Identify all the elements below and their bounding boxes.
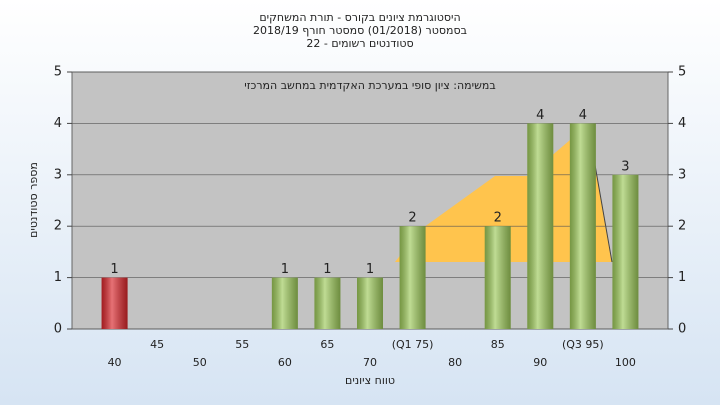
x-tick-label: 100 [615, 356, 636, 369]
x-tick-label: 45 [150, 338, 164, 351]
x-tick-label: 70 [363, 356, 377, 369]
y2-tick-label: 5 [678, 65, 686, 80]
x-tick-label: 50 [193, 356, 207, 369]
y2-tick-label: 1 [678, 270, 686, 285]
value-label: 3 [621, 159, 629, 174]
x-tick-label: 80 [448, 356, 462, 369]
x-tick-label: 60 [278, 356, 292, 369]
bar-shade [314, 277, 341, 329]
bar-shade [357, 277, 383, 329]
bar-shade [527, 123, 554, 330]
chart-subtitle: סטודנטים רשומים - 22 [306, 37, 413, 50]
value-label: 4 [579, 108, 587, 123]
y-tick-label: 4 [54, 116, 62, 131]
x-tick-label: 65 [320, 338, 334, 351]
y-tick-label: 3 [54, 167, 62, 182]
x-tick-label: 90 [533, 356, 547, 369]
x-tick-label: 85 [491, 338, 505, 351]
y-tick-label: 1 [54, 270, 62, 285]
x-tick-label: (Q3 95) [562, 338, 604, 351]
bar-shade [569, 123, 596, 330]
y-tick-label: 5 [54, 65, 62, 80]
x-tick-label: (Q1 75) [392, 338, 434, 351]
chart-subtitle: בסמסטר (01/2018) סמסטר חורף 2018/19 [253, 24, 467, 37]
bar-shade [101, 277, 128, 329]
chart-title: היסטוגרמת ציונים בקורס - תורת המשחקים [259, 11, 460, 24]
y2-tick-label: 4 [678, 116, 686, 131]
annotation: במשימה: ציון סופי במערכת האקדמית במחשב ה… [244, 79, 495, 92]
value-label: 4 [536, 108, 544, 123]
y2-tick-label: 3 [678, 167, 686, 182]
value-label: 1 [281, 262, 289, 277]
x-axis-label: טווח ציונים [345, 374, 395, 387]
value-label: 2 [408, 211, 416, 226]
x-tick-label: 40 [108, 356, 122, 369]
y-axis-label: מספר סטודנטים [27, 162, 40, 238]
value-label: 1 [323, 262, 331, 277]
x-tick-label: 55 [235, 338, 249, 351]
bar-shade [399, 226, 426, 329]
bar-shade [612, 174, 639, 329]
y2-tick-label: 0 [678, 322, 686, 337]
distribution-area [395, 125, 612, 262]
y2-tick-label: 2 [678, 219, 686, 234]
value-label: 2 [494, 211, 502, 226]
distribution-line [594, 164, 613, 263]
bar-shade [484, 226, 511, 329]
y-tick-label: 0 [54, 322, 62, 337]
value-label: 1 [366, 262, 374, 277]
bar-shade [271, 277, 298, 329]
y-tick-label: 2 [54, 219, 62, 234]
value-label: 1 [110, 262, 118, 277]
